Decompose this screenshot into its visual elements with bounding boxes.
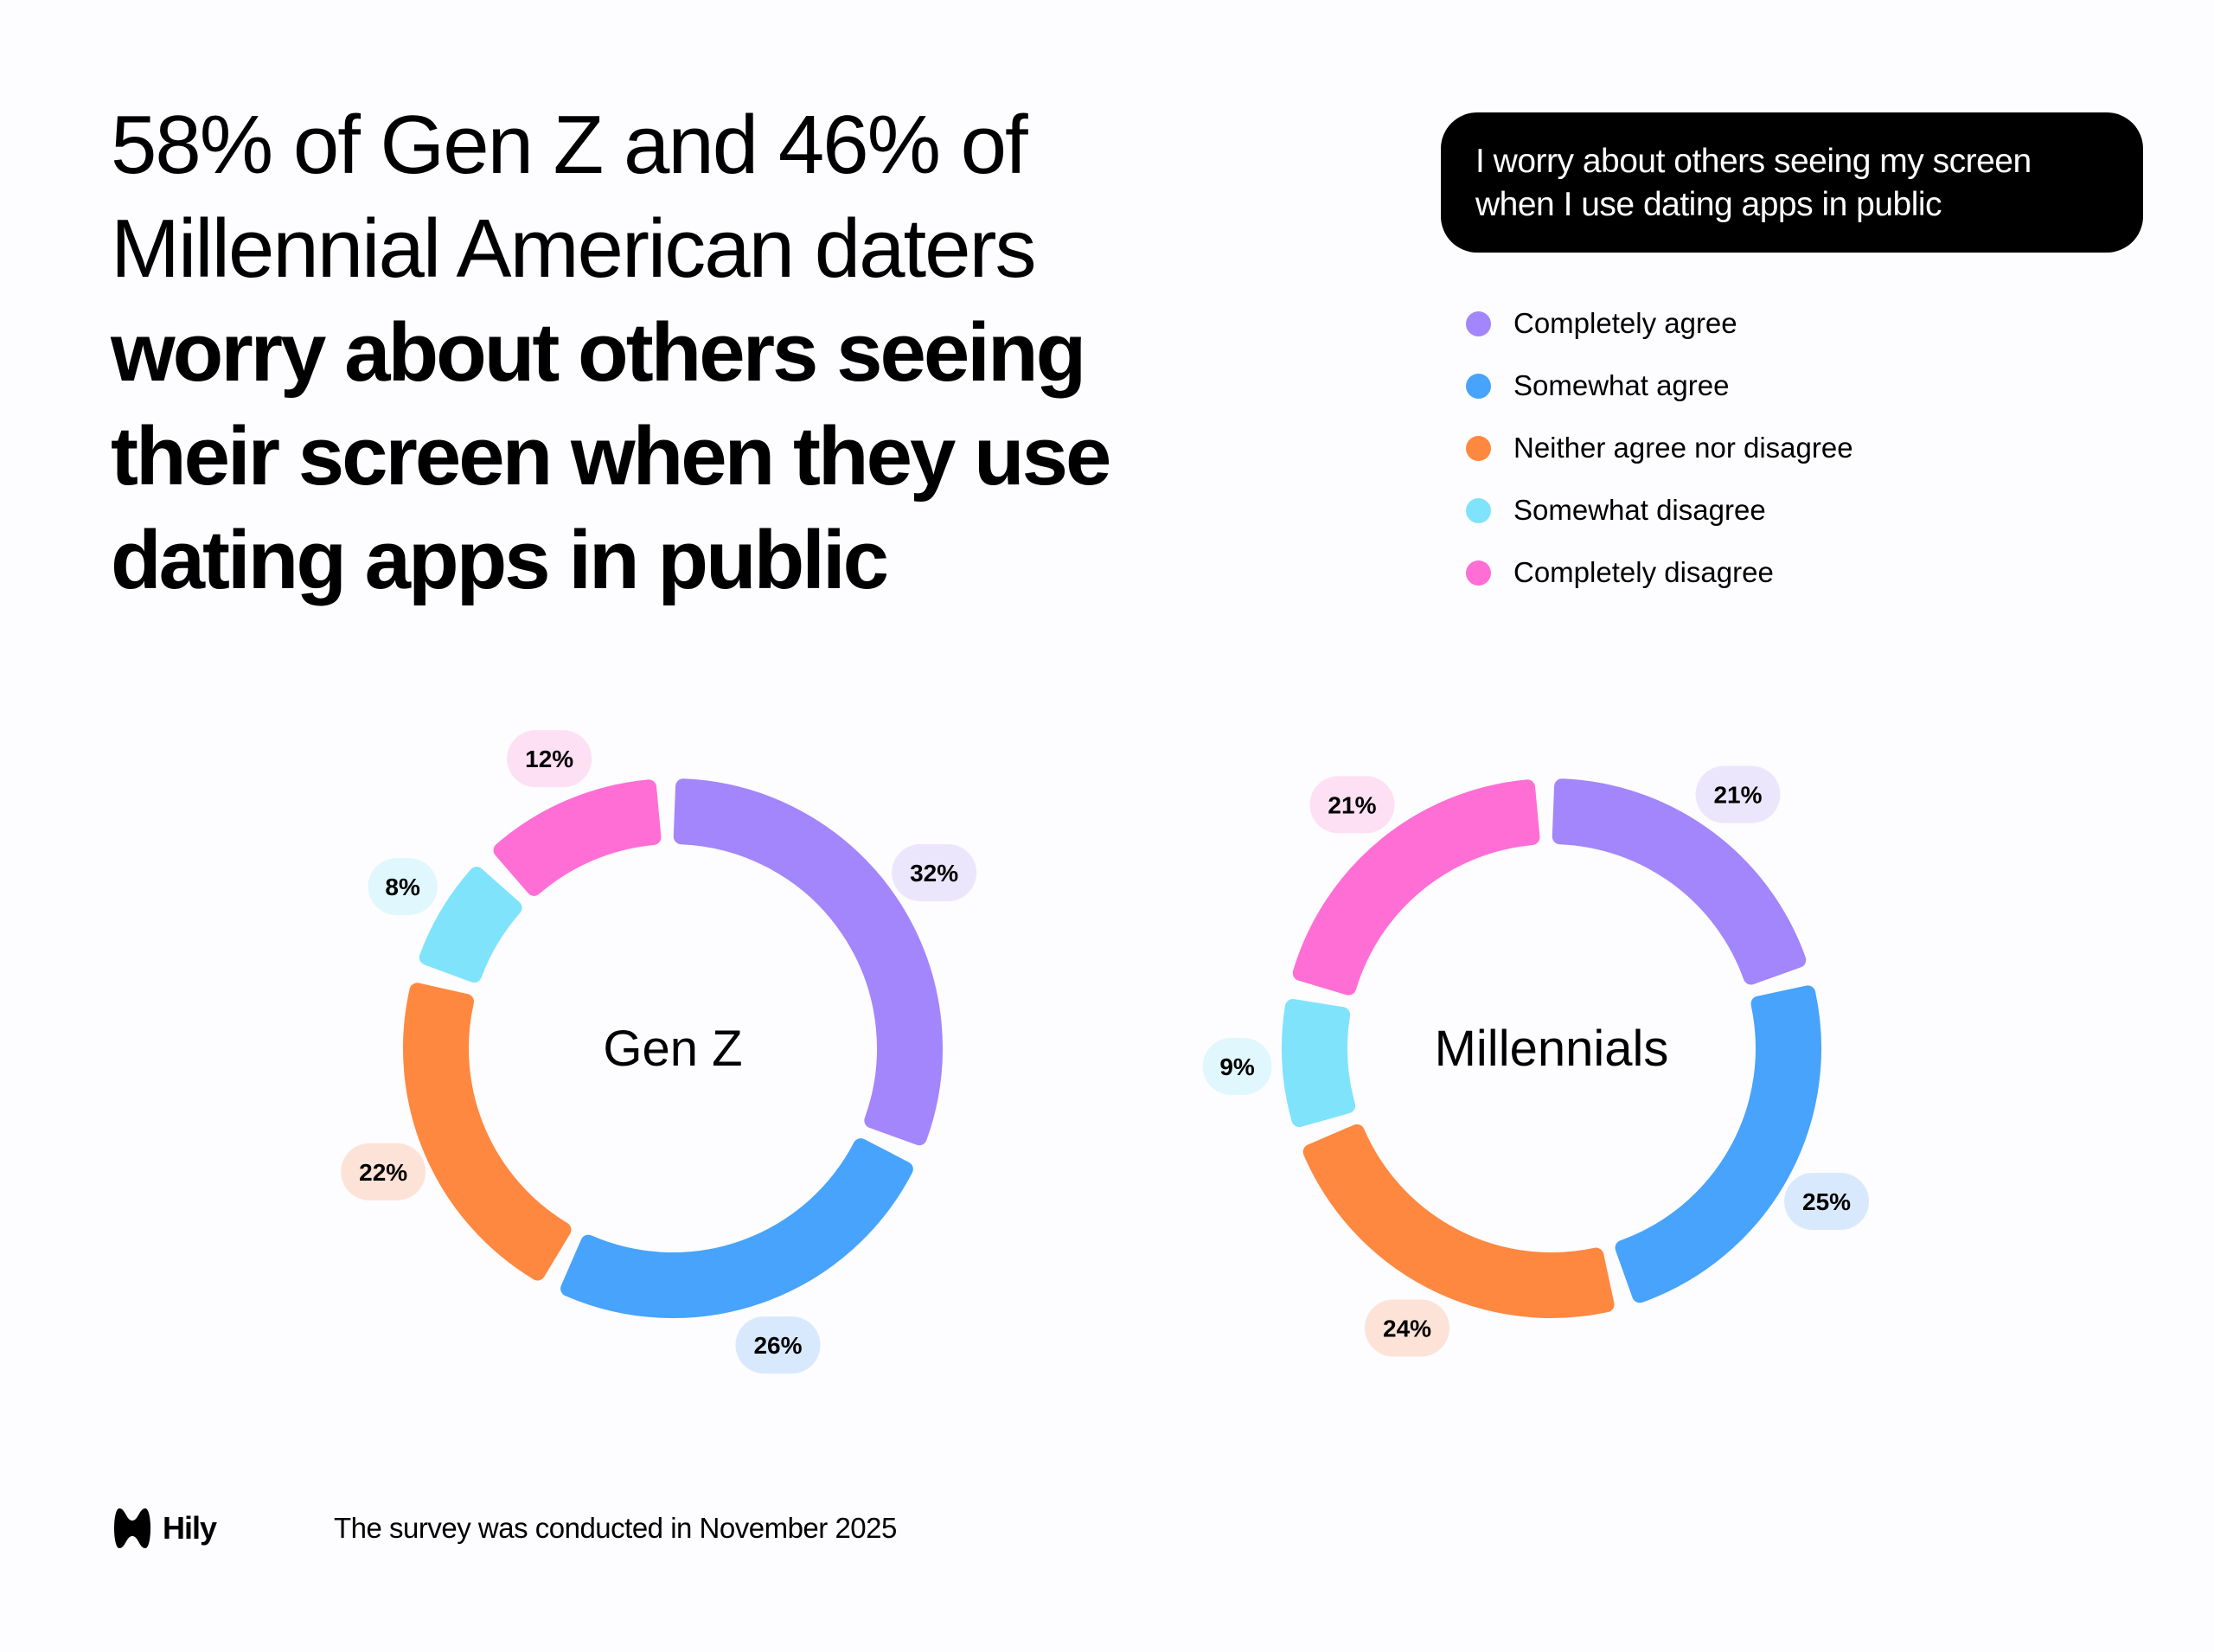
legend-dot-icon: [1466, 560, 1491, 586]
data-label-text: 21%: [1713, 782, 1762, 809]
data-label: 26%: [735, 1316, 821, 1374]
brand-name: Hily: [163, 1510, 217, 1546]
data-label-pill: [368, 858, 438, 916]
legend-item: Completely agree: [1466, 292, 1853, 355]
data-label: 12%: [507, 730, 592, 788]
headline-line-bold: dating apps in public: [111, 514, 889, 606]
legend-label: Neither agree nor disagree: [1513, 432, 1853, 464]
data-label: 32%: [892, 843, 977, 901]
donut-center-label: Millennials: [1435, 1021, 1669, 1077]
data-label-pill: [1202, 1037, 1272, 1095]
donut-segment: [1615, 985, 1821, 1303]
data-label: 25%: [1784, 1173, 1870, 1231]
data-label: 9%: [1202, 1037, 1272, 1095]
data-label: 21%: [1309, 776, 1395, 834]
legend-dot-icon: [1466, 497, 1491, 523]
data-label: 24%: [1365, 1299, 1450, 1357]
data-label: 8%: [368, 858, 438, 916]
donut-segment: [1282, 999, 1356, 1128]
data-label-text: 22%: [359, 1159, 407, 1186]
legend-dot-icon: [1466, 435, 1491, 461]
data-label-text: 8%: [385, 874, 420, 900]
legend-label: Somewhat disagree: [1513, 494, 1766, 526]
legend-label: Somewhat agree: [1513, 369, 1730, 401]
legend-label: Completely disagree: [1513, 556, 1774, 588]
data-label-text: 24%: [1383, 1315, 1431, 1341]
headline-line-bold: their screen when they use: [111, 410, 1111, 503]
legend-item: Completely disagree: [1466, 541, 1853, 604]
hily-logo-icon: [114, 1508, 150, 1548]
donut-segment: [1292, 779, 1540, 996]
headline: 58% of Gen Z and 46% of Millennial Ameri…: [111, 93, 1235, 612]
data-label-pill: [735, 1316, 821, 1374]
donut-segment: [403, 983, 572, 1281]
data-label: 22%: [341, 1143, 426, 1201]
donut-segment: [1302, 1124, 1615, 1318]
legend: Completely agree Somewhat agree Neither ag…: [1466, 292, 1853, 604]
donut-center-label: Gen Z: [603, 1021, 742, 1077]
data-label-pill: [1365, 1299, 1450, 1357]
donut-segment: [493, 779, 662, 896]
headline-line: Millennial American daters: [111, 202, 1037, 295]
survey-date-note: The survey was conducted in November 202…: [334, 1512, 897, 1544]
data-label: 21%: [1695, 765, 1781, 823]
donut-segment: [560, 1138, 913, 1318]
legend-item: Neither agree nor disagree: [1466, 417, 1853, 479]
data-label-text: 21%: [1328, 791, 1376, 818]
donut-segment: [419, 867, 522, 983]
data-label-pill: [1309, 776, 1395, 834]
legend-dot-icon: [1466, 373, 1491, 399]
data-label-pill: [1695, 765, 1781, 823]
legend-item: Somewhat agree: [1466, 355, 1853, 417]
data-label-pill: [892, 843, 977, 901]
headline-line: 58% of Gen Z and 46% of: [111, 99, 1028, 191]
legend-dot-icon: [1466, 311, 1491, 336]
hily-logo: Hily: [111, 1507, 217, 1550]
data-label-text: 12%: [525, 746, 573, 772]
legend-item: Somewhat disagree: [1466, 479, 1853, 541]
survey-question: I worry about others seeing my screen wh…: [1475, 143, 2032, 223]
donut-segment: [673, 778, 943, 1146]
data-label-text: 9%: [1219, 1053, 1255, 1080]
donut-segment: [1552, 778, 1807, 985]
data-label-pill: [507, 730, 592, 788]
data-label-text: 25%: [1802, 1188, 1851, 1215]
data-label-text: 26%: [753, 1332, 802, 1359]
headline-line-bold: worry about others seeing: [111, 306, 1086, 399]
data-label-pill: [1784, 1173, 1870, 1231]
legend-label: Completely agree: [1513, 307, 1737, 339]
data-label-pill: [341, 1143, 426, 1201]
data-label-text: 32%: [910, 860, 958, 887]
survey-question-box: I worry about others seeing my screen wh…: [1441, 112, 2143, 253]
